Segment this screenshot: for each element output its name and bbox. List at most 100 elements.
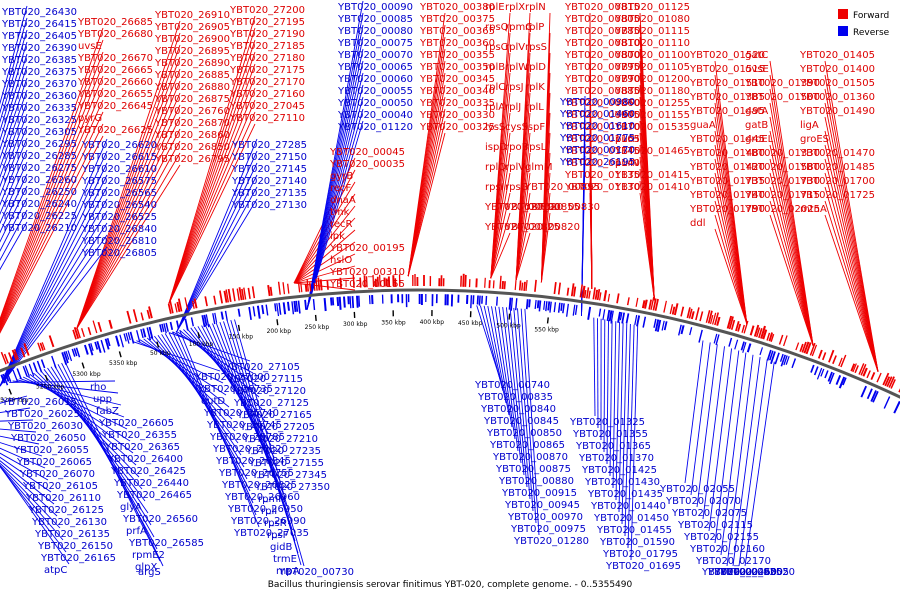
reverse-connector [0, 442, 43, 457]
forward-gene [635, 297, 639, 307]
forward-connector [168, 87, 256, 305]
forward-gene [832, 355, 837, 365]
reverse-connector [0, 419, 34, 422]
forward-gene [707, 310, 713, 324]
reverse-gene [636, 315, 641, 327]
reverse-gene-label: YBT020_26810 [81, 236, 157, 247]
forward-gene-label: ligA [800, 120, 819, 131]
reverse-gene [654, 319, 660, 332]
reverse-gene-label: YBT020_01425 [581, 465, 657, 476]
forward-gene-label: YBT020_01495 [689, 106, 765, 117]
reverse-gene-label: YBT020_26360 [1, 91, 77, 102]
forward-connector [168, 99, 256, 305]
reverse-gene [201, 315, 206, 328]
reverse-gene-label: YBT020_27285 [231, 140, 307, 151]
reverse-gene [742, 342, 747, 353]
reverse-gene [4, 372, 10, 382]
forward-connector [515, 212, 531, 281]
reverse-gene [205, 314, 210, 328]
reverse-gene [63, 351, 69, 364]
reverse-connector [0, 162, 108, 387]
reverse-connector [176, 162, 258, 331]
forward-gene [743, 320, 749, 334]
reverse-connector [621, 323, 628, 525]
reverse-gene-label: YBT020_27350 [254, 482, 330, 493]
forward-gene-label: YBT020_01100 [614, 50, 690, 61]
reverse-gene-label: YBT020_26050 [10, 433, 86, 444]
reverse-gene [330, 297, 333, 306]
reverse-gene [510, 297, 513, 311]
reverse-connector [0, 465, 64, 541]
forward-gene [374, 278, 377, 287]
forward-connector [824, 88, 879, 372]
forward-gene [579, 284, 583, 298]
forward-gene-label: YBT020_00380 [419, 2, 495, 13]
reverse-gene [606, 309, 611, 321]
forward-gene [309, 282, 312, 292]
forward-gene [866, 370, 871, 379]
reverse-gene [689, 327, 693, 336]
reverse-gene [698, 329, 703, 343]
reverse-gene-label: YBT020_26260 [1, 175, 77, 186]
reverse-connector [0, 150, 108, 387]
forward-connector [294, 282, 356, 291]
forward-connector [76, 92, 181, 329]
forward-gene-label: YBT020_01505 [799, 78, 875, 89]
reverse-gene-label: glpX [135, 562, 157, 573]
forward-gene [213, 295, 217, 305]
reverse-connector [176, 174, 258, 331]
forward-gene-label: YBT020_01535 [614, 122, 690, 133]
forward-gene [840, 354, 847, 368]
forward-gene-label: YBT020_01415 [614, 170, 690, 181]
forward-connector [76, 80, 181, 329]
forward-gene [387, 276, 391, 287]
forward-gene [76, 328, 81, 339]
reverse-connector [491, 306, 513, 428]
reverse-connector [520, 308, 537, 524]
reverse-gene [212, 313, 216, 325]
reverse-gene [470, 295, 473, 309]
forward-connector [540, 212, 551, 283]
forward-gene [304, 283, 308, 292]
forward-gene-label: YBT020_00815 [564, 2, 640, 13]
reverse-connector [690, 342, 711, 496]
reverse-gene [870, 390, 877, 402]
reverse-connector [479, 305, 504, 392]
reverse-gene [525, 299, 529, 310]
forward-gene-label: YBT020_27180 [229, 53, 305, 64]
forward-gene-label: dnaA [330, 195, 356, 206]
reverse-gene-label: YBT020_26585 [128, 538, 204, 549]
reverse-gene [621, 312, 625, 324]
forward-gene [726, 315, 733, 329]
forward-connector [490, 232, 511, 279]
forward-gene [48, 335, 55, 348]
reverse-connector [36, 371, 140, 478]
legend-swatch-forward [838, 9, 848, 19]
reverse-gene-label: YBT020_00880 [498, 476, 574, 487]
reverse-gene [785, 356, 790, 365]
reverse-gene-label: YBT020_26225 [1, 211, 77, 222]
forward-label-lines [0, 12, 879, 372]
forward-gene-label: YBT020_26795 [154, 154, 230, 165]
reverse-gene [12, 369, 18, 382]
forward-gene-label: purN [615, 158, 639, 169]
reverse-gene [608, 310, 613, 322]
forward-gene [518, 280, 522, 291]
reverse-gene [161, 323, 165, 332]
reverse-gene [562, 303, 565, 314]
reverse-connector [64, 361, 164, 567]
reverse-gene [740, 341, 745, 351]
forward-gene [573, 286, 577, 297]
reverse-gene-label: YBT020_26755 [218, 468, 294, 479]
reverse-gene [67, 350, 73, 362]
reverse-gene [769, 350, 774, 361]
reverse-gene [274, 303, 277, 312]
reverse-gene [358, 295, 361, 307]
forward-gene [191, 300, 195, 309]
reverse-gene-label: YBT020_00840 [480, 404, 556, 415]
forward-gene [525, 280, 528, 291]
reverse-connector [0, 395, 28, 404]
forward-connector [76, 128, 181, 329]
forward-gene [442, 278, 445, 287]
